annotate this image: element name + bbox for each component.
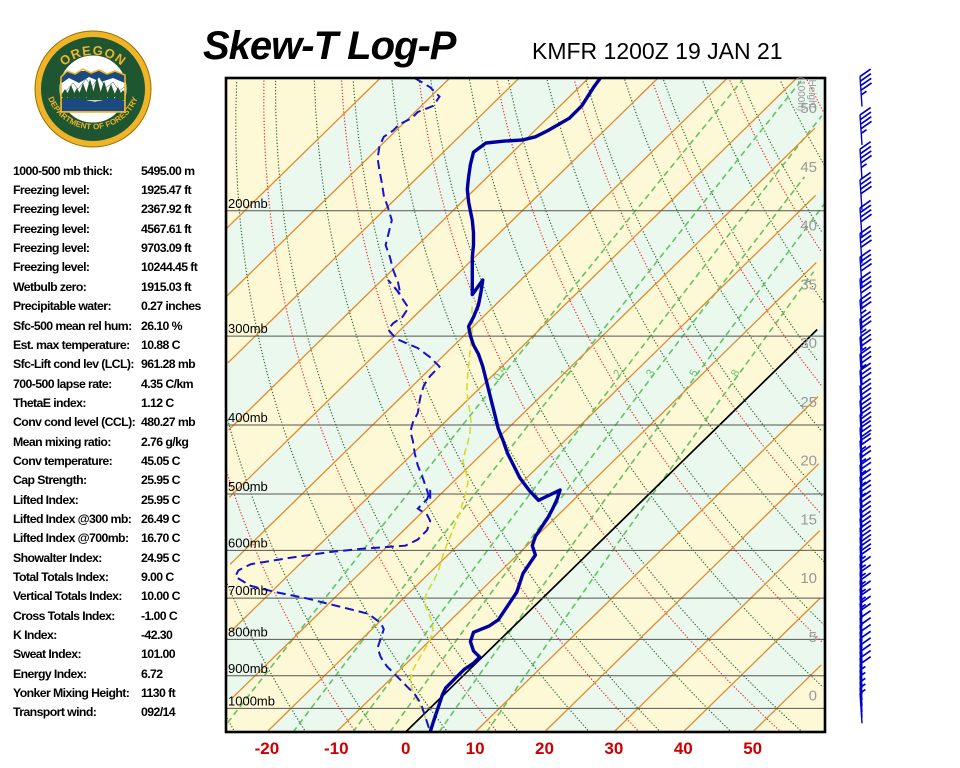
svg-text:10: 10 — [466, 739, 485, 758]
svg-text:800mb: 800mb — [228, 624, 268, 639]
svg-text:35: 35 — [800, 276, 817, 293]
svg-text:Height: Height — [806, 80, 817, 109]
svg-text:5: 5 — [809, 629, 817, 646]
svg-text:0: 0 — [401, 739, 410, 758]
svg-text:300mb: 300mb — [228, 321, 268, 336]
svg-text:(1000ft): (1000ft) — [795, 77, 806, 111]
svg-text:40: 40 — [800, 218, 817, 235]
svg-text:20: 20 — [535, 739, 554, 758]
svg-text:30: 30 — [604, 739, 623, 758]
svg-text:900mb: 900mb — [228, 661, 268, 676]
svg-text:-10: -10 — [324, 739, 349, 758]
svg-text:-20: -20 — [255, 739, 280, 758]
svg-text:500mb: 500mb — [228, 479, 268, 494]
svg-text:1000mb: 1000mb — [228, 693, 275, 708]
svg-text:0: 0 — [809, 688, 817, 705]
svg-text:700mb: 700mb — [228, 583, 268, 598]
svg-text:400mb: 400mb — [228, 410, 268, 425]
svg-text:45: 45 — [800, 159, 817, 176]
svg-text:200mb: 200mb — [228, 196, 268, 211]
svg-text:40: 40 — [674, 739, 693, 758]
svg-text:10: 10 — [800, 570, 817, 587]
svg-text:20: 20 — [800, 453, 817, 470]
svg-text:30: 30 — [800, 335, 817, 352]
svg-text:25: 25 — [800, 394, 817, 411]
svg-text:15: 15 — [800, 511, 817, 528]
svg-text:600mb: 600mb — [228, 535, 268, 550]
svg-text:50: 50 — [743, 739, 762, 758]
